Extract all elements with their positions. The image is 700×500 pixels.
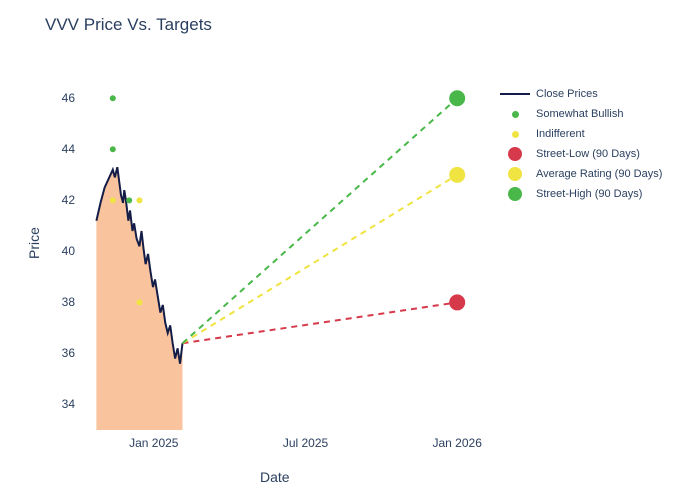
marker-wrap	[500, 131, 530, 138]
legend-item-bullish[interactable]: Somewhat Bullish	[500, 105, 695, 123]
x-tick-label: Jul 2025	[283, 436, 328, 450]
x-tick-label: Jan 2026	[432, 436, 481, 450]
line-swatch	[500, 93, 530, 95]
circle-icon	[508, 167, 522, 181]
legend-item-avg[interactable]: Average Rating (90 Days)	[500, 165, 695, 183]
chart-title: VVV Price Vs. Targets	[45, 15, 212, 35]
marker-wrap	[500, 187, 530, 201]
marker-wrap	[500, 147, 530, 161]
y-tick-label: 42	[45, 193, 75, 207]
legend-item-indifferent[interactable]: Indifferent	[500, 125, 695, 143]
x-axis-label: Date	[260, 469, 290, 485]
y-tick-label: 36	[45, 346, 75, 360]
plot-svg	[80, 60, 490, 430]
legend-item-low[interactable]: Street-Low (90 Days)	[500, 145, 695, 163]
y-tick-label: 40	[45, 244, 75, 258]
y-tick-label: 34	[45, 397, 75, 411]
marker-wrap	[500, 111, 530, 118]
y-tick-label: 38	[45, 295, 75, 309]
x-tick-label: Jan 2025	[129, 436, 178, 450]
plot-area	[80, 60, 490, 430]
marker-wrap	[500, 167, 530, 181]
chart-container: VVV Price Vs. Targets Date Price 34 36 38 4…	[0, 0, 700, 500]
legend-text: Indifferent	[536, 128, 585, 140]
legend: Close Prices Somewhat Bullish Indifferen…	[500, 85, 695, 205]
legend-text: Street-Low (90 Days)	[536, 148, 640, 160]
circle-icon	[512, 111, 519, 118]
circle-icon	[512, 131, 519, 138]
legend-text: Average Rating (90 Days)	[536, 168, 662, 180]
y-tick-label: 46	[45, 91, 75, 105]
legend-text: Street-High (90 Days)	[536, 188, 642, 200]
y-tick-label: 44	[45, 142, 75, 156]
y-axis-label: Price	[26, 227, 42, 259]
legend-item-close[interactable]: Close Prices	[500, 85, 695, 103]
circle-icon	[508, 147, 522, 161]
legend-text: Somewhat Bullish	[536, 108, 623, 120]
legend-item-high[interactable]: Street-High (90 Days)	[500, 185, 695, 203]
legend-text: Close Prices	[536, 88, 598, 100]
circle-icon	[508, 187, 522, 201]
